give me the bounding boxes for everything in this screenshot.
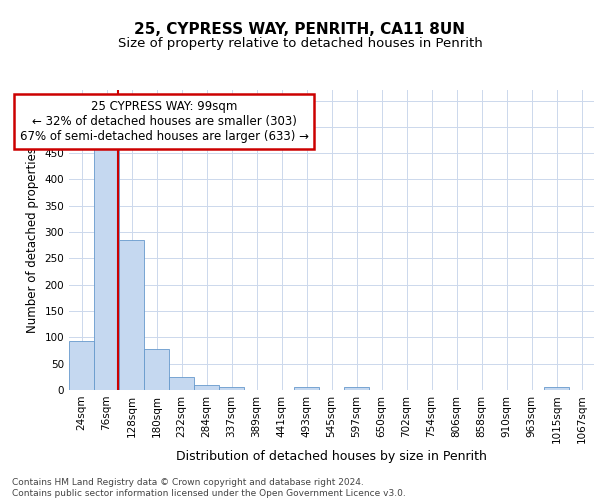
Bar — [219, 387, 244, 390]
Text: Contains HM Land Registry data © Crown copyright and database right 2024.
Contai: Contains HM Land Registry data © Crown c… — [12, 478, 406, 498]
Bar — [194, 384, 219, 390]
Bar — [119, 240, 144, 390]
Bar — [94, 148, 119, 390]
Y-axis label: Number of detached properties: Number of detached properties — [26, 147, 39, 333]
Bar — [294, 388, 319, 390]
Text: 25 CYPRESS WAY: 99sqm
← 32% of detached houses are smaller (303)
67% of semi-det: 25 CYPRESS WAY: 99sqm ← 32% of detached … — [19, 100, 308, 143]
Bar — [544, 388, 569, 390]
Text: 25, CYPRESS WAY, PENRITH, CA11 8UN: 25, CYPRESS WAY, PENRITH, CA11 8UN — [134, 22, 466, 38]
Bar — [144, 349, 169, 390]
Text: Size of property relative to detached houses in Penrith: Size of property relative to detached ho… — [118, 36, 482, 50]
Bar — [344, 387, 369, 390]
Bar — [169, 377, 194, 390]
X-axis label: Distribution of detached houses by size in Penrith: Distribution of detached houses by size … — [176, 450, 487, 464]
Bar — [69, 341, 94, 390]
